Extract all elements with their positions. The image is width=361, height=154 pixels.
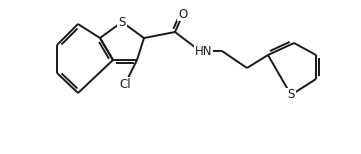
Text: Cl: Cl <box>119 77 131 91</box>
Text: S: S <box>118 16 126 28</box>
Text: O: O <box>178 8 188 20</box>
Text: HN: HN <box>195 45 213 57</box>
Text: S: S <box>287 89 295 101</box>
